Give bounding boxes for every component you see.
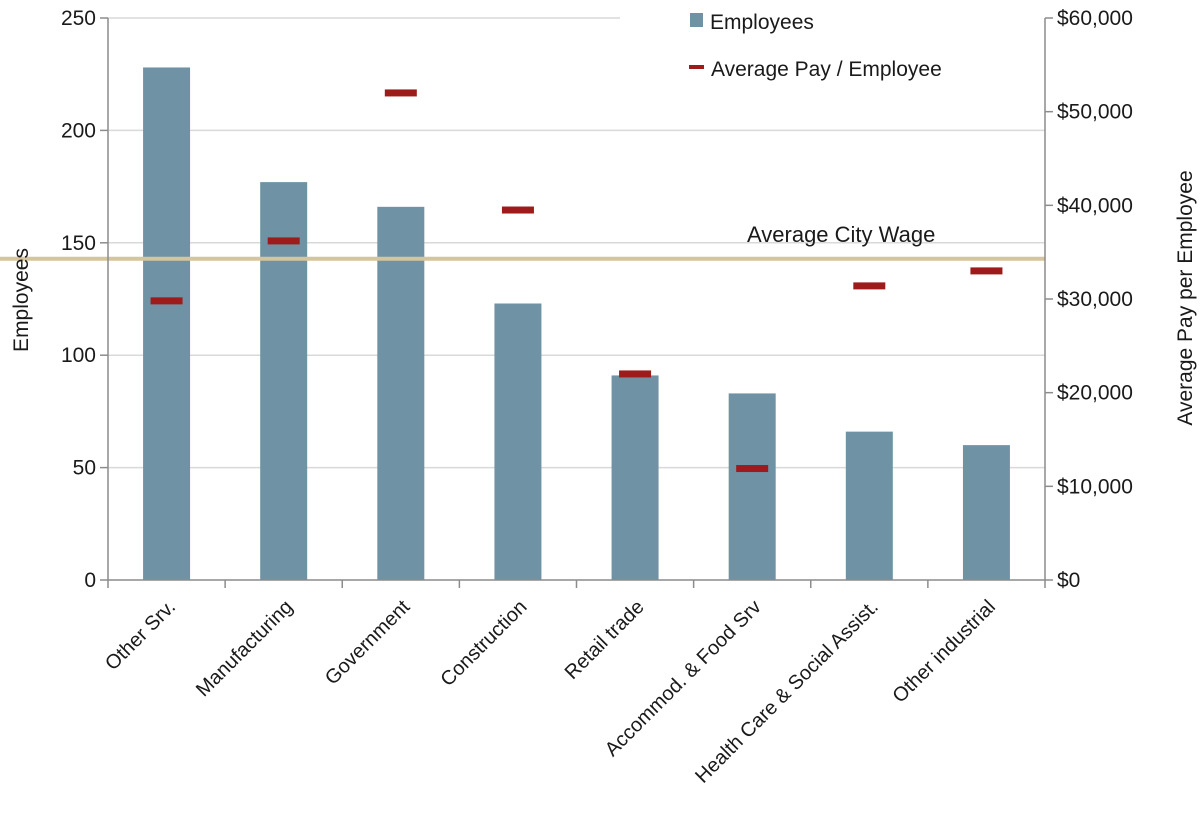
category-label: Government	[321, 596, 415, 690]
category-label: Construction	[437, 596, 532, 691]
category-label: Retail trade	[561, 596, 649, 684]
right-tick-label: $30,000	[1057, 288, 1133, 311]
category-label: Manufacturing	[192, 596, 297, 701]
right-axis-ticks: $0 $10,000 $20,000 $30,000 $40,000 $50,000 $60…	[1045, 7, 1133, 592]
bar	[611, 375, 659, 580]
axes	[107, 18, 1046, 588]
bar	[728, 393, 776, 580]
category-label: Health Care & Social Assist.	[691, 596, 883, 788]
category-label: Other Srv.	[101, 596, 180, 675]
left-tick-label: 0	[84, 569, 96, 592]
pay-marker	[619, 370, 652, 378]
pay-marker	[150, 297, 183, 305]
bar	[143, 67, 191, 581]
legend-label-average-pay: Average Pay / Employee	[711, 58, 942, 81]
left-tick-label: 250	[61, 7, 96, 30]
pay-marker	[736, 465, 769, 473]
y-axis-title-left: Employees	[10, 248, 33, 352]
right-tick-label: $20,000	[1057, 382, 1133, 405]
category-label: Other industrial	[889, 596, 1000, 707]
pay-marker	[501, 206, 534, 214]
left-tick-label: 100	[61, 344, 96, 367]
pay-marker	[384, 89, 417, 97]
legend-label-employees: Employees	[710, 11, 814, 34]
bar	[845, 431, 893, 580]
left-tick-label: 200	[61, 119, 96, 142]
left-tick-label: 150	[61, 232, 96, 255]
pay-marker	[970, 267, 1003, 275]
pay-marker	[853, 282, 886, 290]
category-labels: Other Srv. Manufacturing Government Constru…	[101, 596, 1000, 788]
bar	[377, 206, 425, 580]
bar	[260, 182, 308, 580]
legend: Employees Average Pay / Employee	[689, 11, 942, 81]
left-tick-label: 50	[73, 457, 96, 480]
right-tick-label: $0	[1057, 569, 1080, 592]
marker-series-average-pay	[150, 89, 1003, 473]
bar-series-employees	[143, 67, 1010, 581]
y-axis-title-right: Average Pay per Employee	[1174, 170, 1197, 425]
right-tick-label: $10,000	[1057, 475, 1133, 498]
right-tick-label: $60,000	[1057, 7, 1133, 30]
right-tick-label: $50,000	[1057, 101, 1133, 124]
legend-swatch-average-pay	[689, 65, 704, 69]
left-axis-ticks: 0 50 100 150 200 250	[61, 7, 108, 592]
right-tick-label: $40,000	[1057, 194, 1133, 217]
reference-line-label: Average City Wage	[747, 222, 935, 247]
pay-marker	[267, 237, 300, 245]
legend-swatch-employees	[690, 13, 703, 27]
bar	[494, 303, 542, 580]
bar	[962, 445, 1010, 580]
